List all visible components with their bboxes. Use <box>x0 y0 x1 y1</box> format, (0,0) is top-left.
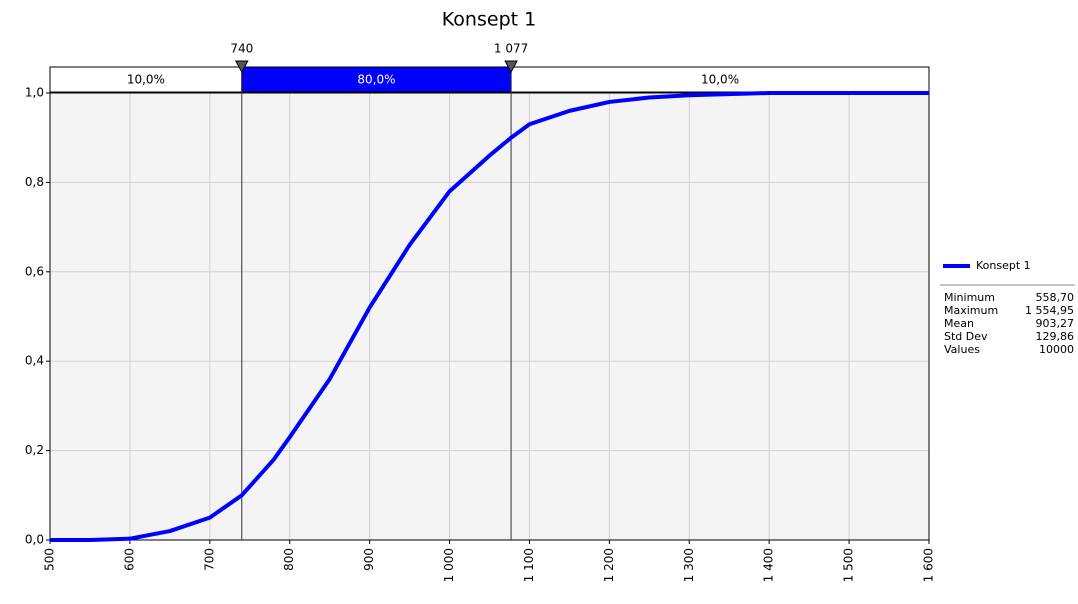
stat-name: Minimum <box>944 291 995 304</box>
stat-name: Maximum <box>944 304 998 317</box>
band-label: 10,0% <box>701 73 739 87</box>
stat-name: Values <box>944 343 980 356</box>
stat-value: 903,27 <box>1036 317 1075 330</box>
band-label: 80,0% <box>357 73 395 87</box>
x-tick-label: 1 300 <box>682 548 696 582</box>
y-tick-label: 0,8 <box>25 175 44 189</box>
x-tick-label: 1 600 <box>922 548 936 582</box>
line-series <box>50 91 929 542</box>
stat-value: 558,70 <box>1036 291 1075 304</box>
y-tick-label: 0,6 <box>25 264 44 278</box>
plot-area <box>50 93 929 540</box>
delimiter-handle <box>504 60 518 74</box>
x-tick-label: 1 000 <box>442 548 456 582</box>
delimiter-handle <box>234 60 249 74</box>
y-tick-label: 0,0 <box>25 533 44 547</box>
legend-label: Konsept 1 <box>976 259 1031 272</box>
stat-name: Std Dev <box>944 330 988 343</box>
y-tick-label: 1,0 <box>25 86 44 100</box>
x-tick-label: 1 100 <box>522 548 536 582</box>
delimiter-label: 1 077 <box>494 42 528 56</box>
stat-name: Mean <box>944 317 974 330</box>
stat-value: 129,86 <box>1036 330 1075 343</box>
x-tick-label: 500 <box>43 548 57 571</box>
x-tick-label: 600 <box>122 548 136 571</box>
x-tick-label: 800 <box>282 548 296 571</box>
x-tick-label: 700 <box>202 548 216 571</box>
x-tick-label: 1 500 <box>842 548 856 582</box>
band-label: 10,0% <box>127 73 165 87</box>
delimiter-label: 740 <box>230 42 253 56</box>
y-tick-label: 0,4 <box>25 354 44 368</box>
chart-title: Konsept 1 <box>442 9 536 31</box>
y-tick-label: 0,2 <box>25 443 44 457</box>
stat-value: 10000 <box>1039 343 1074 356</box>
stat-value: 1 554,95 <box>1025 304 1074 317</box>
plot-border <box>49 92 930 541</box>
x-tick-label: 1 200 <box>602 548 616 582</box>
x-tick-label: 1 400 <box>762 548 776 582</box>
x-tick-label: 900 <box>362 548 376 571</box>
